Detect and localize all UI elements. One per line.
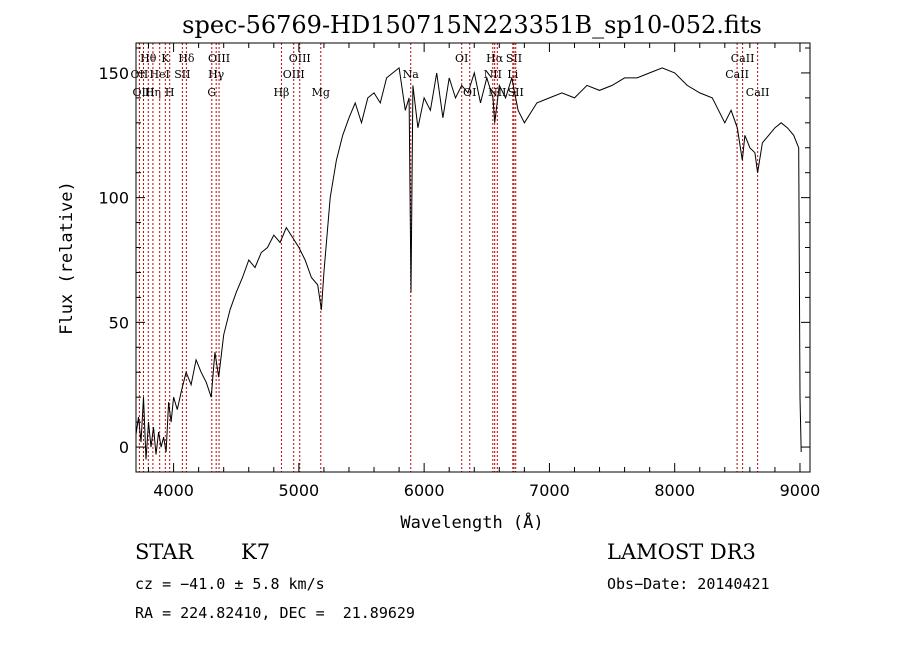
- line-label-13: OIII: [283, 68, 305, 81]
- line-label-25: CaII: [731, 52, 755, 65]
- line-label-20: SII: [506, 52, 522, 65]
- chart-title: spec-56769-HD150715N223351B_sp10-052.fit…: [182, 11, 762, 39]
- line-label-15: Mg: [312, 86, 330, 99]
- axis-ticks: 4000 5000 6000 7000 8000 9000 0 50 100 150: [98, 43, 820, 500]
- line-label-16: Na: [403, 68, 420, 81]
- series-line-0: [135, 66, 802, 460]
- x-tick-label-4: 8000: [654, 481, 695, 500]
- y-tick-label-3: 150: [98, 64, 129, 83]
- object-subclass: K7: [241, 540, 271, 564]
- line-label-27: CaII: [746, 86, 770, 99]
- line-label-26: CaII: [725, 68, 749, 81]
- series-layer: [135, 66, 802, 460]
- x-tick-label-5: 9000: [780, 481, 821, 500]
- redshift-info: cz = −41.0 ± 5.8 km/s: [135, 575, 325, 593]
- line-label-12: OIII: [289, 52, 311, 65]
- x-tick-label-3: 7000: [529, 481, 570, 500]
- line-label-0: Hθ: [140, 52, 157, 65]
- line-label-18: OI: [463, 86, 476, 99]
- line-label-3: Hη: [145, 86, 161, 99]
- line-label-7: H: [165, 86, 175, 99]
- x-tick-label-2: 6000: [404, 481, 445, 500]
- coordinates: RA = 224.82410, DEC = 21.89629: [135, 604, 415, 622]
- line-label-9: OIII: [208, 52, 230, 65]
- x-tick-label-1: 5000: [279, 481, 320, 500]
- line-label-17: OI: [455, 52, 468, 65]
- line-label-1: OII: [131, 68, 149, 81]
- line-label-14: Hβ: [273, 86, 289, 99]
- plot-frame: [135, 42, 811, 473]
- line-label-22: Li: [507, 68, 518, 81]
- line-label-11: G: [207, 86, 216, 99]
- line-label-24: SII: [508, 86, 524, 99]
- line-label-19: Hα: [486, 52, 504, 65]
- object-class: STAR: [135, 540, 194, 564]
- obs-date: Obs−Date: 20140421: [607, 575, 770, 593]
- x-tick-label-0: 4000: [153, 481, 194, 500]
- line-label-5: HeI: [149, 68, 169, 81]
- y-tick-label-0: 0: [119, 438, 129, 457]
- line-label-6: SII: [174, 68, 190, 81]
- x-axis-label: Wavelength (Å): [400, 511, 543, 533]
- line-label-8: Hδ: [178, 52, 195, 65]
- y-tick-label-2: 100: [98, 189, 129, 208]
- y-tick-label-1: 50: [109, 313, 129, 332]
- line-label-10: Hγ: [208, 68, 225, 81]
- line-label-2: OIII: [132, 86, 154, 99]
- y-axis-label: Flux (relative): [57, 181, 77, 335]
- survey-name: LAMOST DR3: [607, 540, 756, 564]
- line-label-4: K: [161, 52, 170, 65]
